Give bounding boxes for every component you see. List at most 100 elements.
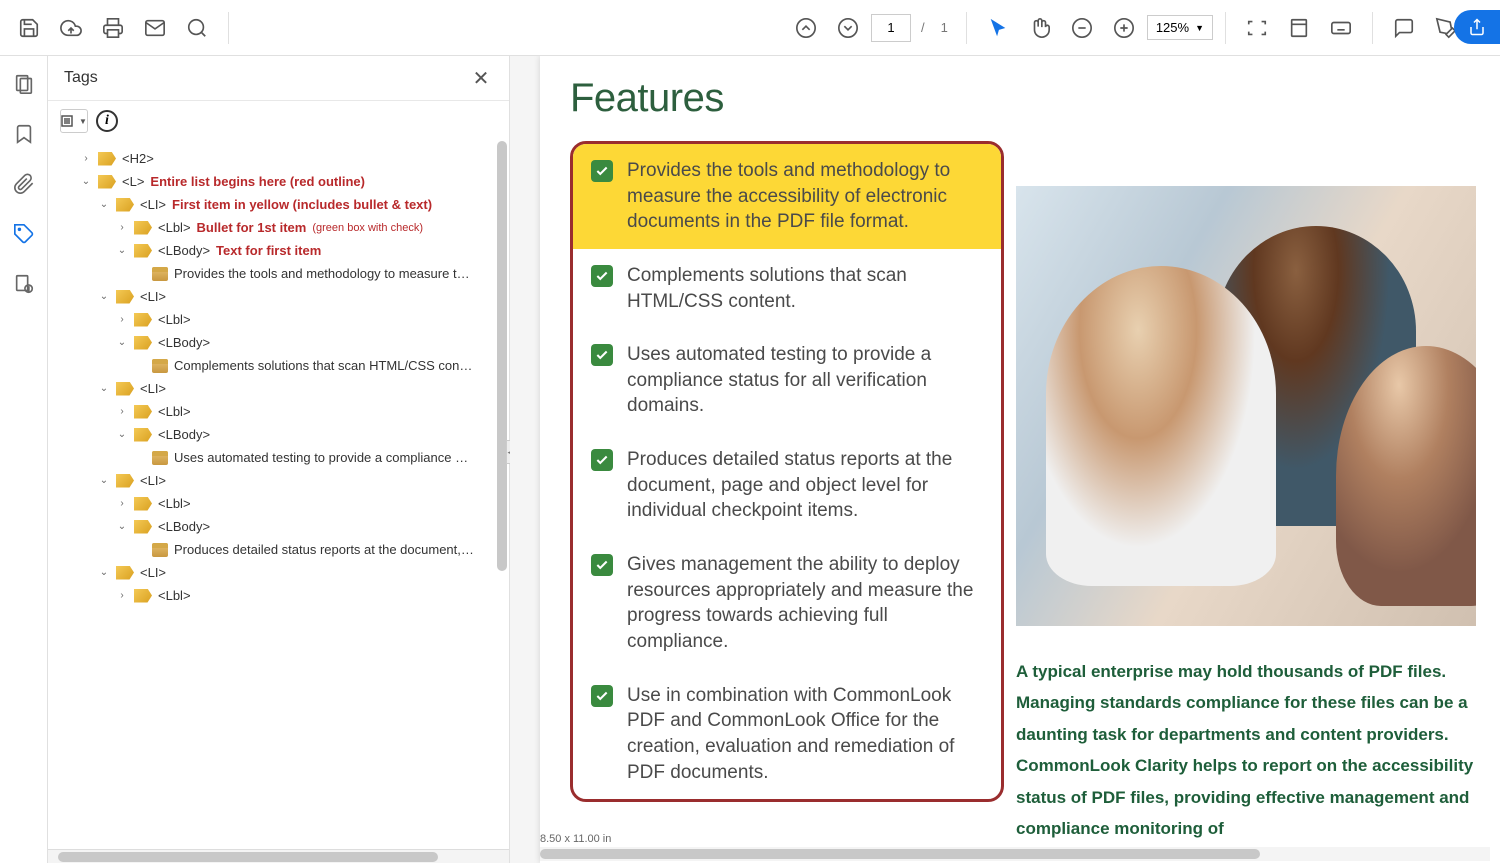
tree-node[interactable]: ›<Lbl> xyxy=(56,584,509,607)
tree-node[interactable]: Provides the tools and methodology to me… xyxy=(56,262,509,285)
zoom-select[interactable]: 125%▼ xyxy=(1147,15,1213,40)
tag-icon xyxy=(134,497,152,511)
feature-text: Uses automated testing to provide a comp… xyxy=(627,342,983,419)
content-box-icon xyxy=(152,543,168,557)
panel-hscroll[interactable] xyxy=(48,849,509,863)
chevron-right-icon[interactable]: › xyxy=(116,314,128,326)
save-button[interactable] xyxy=(10,9,48,47)
feature-text: Complements solutions that scan HTML/CSS… xyxy=(627,263,983,314)
select-tool[interactable] xyxy=(979,9,1017,47)
tree-annotation-detail: (green box with check) xyxy=(312,222,423,234)
attachments-rail-icon[interactable] xyxy=(8,168,40,200)
tree-tag-label: <LI> xyxy=(140,197,166,212)
cloud-upload-button[interactable] xyxy=(52,9,90,47)
tree-node[interactable]: ⌄ <LI> First item in yellow (includes bull… xyxy=(56,193,509,216)
keyboard-button[interactable] xyxy=(1322,9,1360,47)
page-up-button[interactable] xyxy=(787,9,825,47)
tags-tree[interactable]: › <H2> ⌄ <L> Entire list begins here (red ou… xyxy=(48,141,509,849)
tag-icon xyxy=(116,566,134,580)
doc-hscroll[interactable] xyxy=(540,847,1490,861)
chevron-down-icon[interactable]: ⌄ xyxy=(98,475,110,487)
tree-tag-label: <LBody> xyxy=(158,243,210,258)
feature-item: Complements solutions that scan HTML/CSS… xyxy=(573,249,1001,328)
chevron-down-icon[interactable]: ⌄ xyxy=(116,245,128,257)
content-box-icon xyxy=(152,267,168,281)
content-rail-icon[interactable]: i xyxy=(8,268,40,300)
feature-text: Gives management the ability to deploy r… xyxy=(627,552,983,655)
tree-node[interactable]: › <Lbl> xyxy=(56,308,509,331)
chevron-down-icon[interactable]: ⌄ xyxy=(98,291,110,303)
search-button[interactable] xyxy=(178,9,216,47)
chevron-right-icon[interactable]: › xyxy=(116,406,128,418)
tree-tag-label: <LBody> xyxy=(158,335,210,350)
tag-icon xyxy=(116,474,134,488)
tree-node[interactable]: ›<Lbl> xyxy=(56,400,509,423)
tree-node[interactable]: ›<Lbl>Bullet for 1st item(green box with… xyxy=(56,216,509,239)
tree-annotation: Entire list begins here (red outline) xyxy=(150,174,365,189)
tag-icon xyxy=(134,336,152,350)
share-button[interactable] xyxy=(1454,10,1500,44)
chevron-right-icon[interactable]: › xyxy=(116,498,128,510)
tag-icon xyxy=(116,290,134,304)
tree-tag-label: <L> xyxy=(122,174,144,189)
tree-content-text: Produces detailed status reports at the … xyxy=(174,542,474,557)
tag-icon xyxy=(134,520,152,534)
chevron-right-icon[interactable]: › xyxy=(116,590,128,602)
fit-page-button[interactable] xyxy=(1280,9,1318,47)
tree-node[interactable]: Produces detailed status reports at the … xyxy=(56,538,509,561)
chevron-right-icon[interactable]: › xyxy=(116,222,128,234)
tree-node[interactable]: ⌄<LBody> xyxy=(56,515,509,538)
feature-item: Provides the tools and methodology to me… xyxy=(573,144,1001,249)
tree-node[interactable]: ⌄<LBody> xyxy=(56,423,509,446)
tags-close-button[interactable]: ✕ xyxy=(469,66,493,90)
tag-icon xyxy=(98,152,116,166)
tree-annotation: Bullet for 1st item xyxy=(197,220,307,235)
chevron-down-icon[interactable]: ⌄ xyxy=(116,337,128,349)
page-number-input[interactable] xyxy=(871,14,911,42)
tree-node[interactable]: ⌄<LBody>Text for first item xyxy=(56,239,509,262)
tree-node[interactable]: ⌄ <L> Entire list begins here (red outline… xyxy=(56,170,509,193)
chevron-down-icon[interactable]: ⌄ xyxy=(80,176,92,188)
top-toolbar: / 1 125%▼ xyxy=(0,0,1500,56)
page-total: 1 xyxy=(941,20,948,35)
tags-info-icon[interactable]: i xyxy=(96,110,118,132)
chevron-down-icon[interactable]: ⌄ xyxy=(98,567,110,579)
zoom-in-button[interactable] xyxy=(1105,9,1143,47)
tree-node[interactable]: ⌄<LI> xyxy=(56,377,509,400)
tree-annotation: First item in yellow (includes bullet & … xyxy=(172,197,432,212)
bookmarks-rail-icon[interactable] xyxy=(8,118,40,150)
tree-tag-label: <Lbl> xyxy=(158,312,191,327)
checkmark-icon xyxy=(591,344,613,366)
chevron-down-icon[interactable]: ⌄ xyxy=(98,383,110,395)
tags-rail-icon[interactable] xyxy=(8,218,40,250)
tree-node[interactable]: ⌄ <LBody> xyxy=(56,331,509,354)
tags-options-button[interactable]: ▼ xyxy=(60,109,88,133)
page-separator: / xyxy=(921,20,925,35)
tree-node[interactable]: › <H2> xyxy=(56,147,509,170)
fit-width-button[interactable] xyxy=(1238,9,1276,47)
tree-node[interactable]: ⌄<LI> xyxy=(56,561,509,584)
thumbnails-rail-icon[interactable] xyxy=(8,68,40,100)
feature-item: Uses automated testing to provide a comp… xyxy=(573,328,1001,433)
chevron-down-icon[interactable]: ⌄ xyxy=(116,521,128,533)
checkmark-icon xyxy=(591,685,613,707)
chevron-down-icon[interactable]: ⌄ xyxy=(116,429,128,441)
chevron-down-icon[interactable]: ⌄ xyxy=(98,199,110,211)
hand-tool[interactable] xyxy=(1021,9,1059,47)
tree-node[interactable]: Uses automated testing to provide a comp… xyxy=(56,446,509,469)
tree-node[interactable]: ⌄<LI> xyxy=(56,285,509,308)
print-button[interactable] xyxy=(94,9,132,47)
zoom-out-button[interactable] xyxy=(1063,9,1101,47)
tree-scrollbar[interactable] xyxy=(497,141,507,571)
tree-node[interactable]: ⌄ <LI> xyxy=(56,469,509,492)
feature-item: Produces detailed status reports at the … xyxy=(573,433,1001,538)
comment-button[interactable] xyxy=(1385,9,1423,47)
chevron-right-icon[interactable]: › xyxy=(80,153,92,165)
tree-tag-label: <LI> xyxy=(140,473,166,488)
tree-node[interactable]: ›<Lbl> xyxy=(56,492,509,515)
tree-node[interactable]: Complements solutions that scan HTML/CSS… xyxy=(56,354,509,377)
page-down-button[interactable] xyxy=(829,9,867,47)
document-area: Features Provides the tools and methodol… xyxy=(510,56,1500,863)
email-button[interactable] xyxy=(136,9,174,47)
tree-tag-label: <H2> xyxy=(122,151,154,166)
